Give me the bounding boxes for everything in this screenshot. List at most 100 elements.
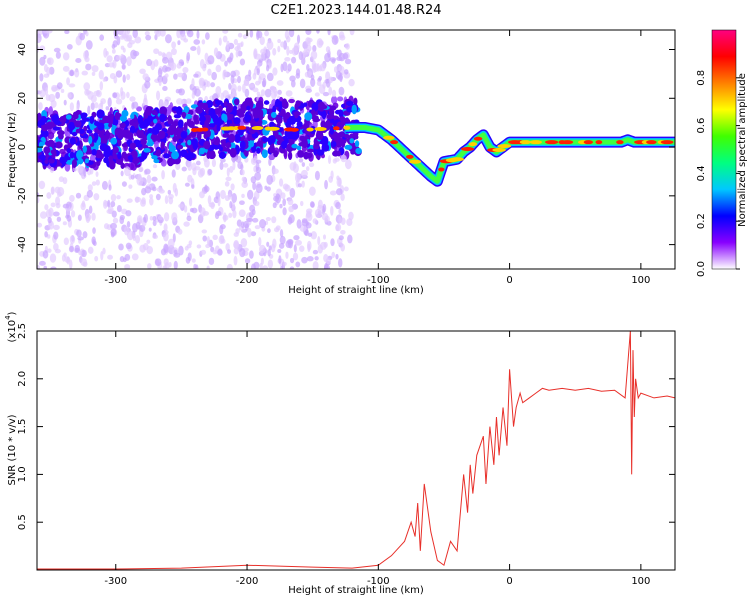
spectrogram-speckle <box>230 183 235 191</box>
spectrogram-speckle <box>120 170 124 177</box>
spectrogram-hotspot <box>314 127 327 132</box>
spectrogram-speckle <box>121 64 126 70</box>
spectrogram-speckle <box>203 114 212 124</box>
spectrogram-speckle <box>321 143 330 152</box>
spectrogram-speckle <box>293 244 297 253</box>
spectrogram-speckle <box>216 124 221 132</box>
spectrogram-speckle <box>255 100 264 110</box>
y-tick-label: 40 <box>17 43 28 56</box>
spectrogram-speckle <box>189 207 194 213</box>
spectrogram-speckle <box>282 207 287 216</box>
spectrogram-speckle <box>214 100 223 105</box>
spectrogram-speckle <box>244 148 249 157</box>
spectrogram-speckle <box>137 114 144 125</box>
snr-frame <box>36 330 676 571</box>
spectrogram-speckle <box>320 104 328 110</box>
spectrogram-hotspot <box>266 126 280 131</box>
spectrogram-speckle <box>305 210 312 218</box>
spectrogram-speckle <box>105 129 110 140</box>
spectrogram-speckle <box>91 71 96 76</box>
spectrogram-speckle <box>97 130 105 136</box>
spectrogram-speckle <box>248 211 254 218</box>
spectrogram-speckle <box>91 181 97 186</box>
spectrogram-speckle <box>167 238 175 248</box>
colorbar: 0.0 0.2 0.4 0.6 0.8 Normalized spectral ampl… <box>696 29 748 277</box>
spectrogram-speckle <box>138 166 144 173</box>
spectrogram-speckle <box>152 234 158 240</box>
spectrogram-speckle <box>150 133 158 142</box>
spectrogram-speckle <box>333 66 338 73</box>
spectrogram-speckle <box>280 147 285 154</box>
spectrogram-speckle <box>169 146 177 152</box>
spectrogram-speckle <box>159 106 168 115</box>
spectrogram-speckle <box>195 264 199 269</box>
spectrogram-speckle <box>291 143 298 149</box>
spectrogram-speckle <box>180 149 188 158</box>
spectrogram-speckle <box>288 98 295 104</box>
spectrogram-hotspot <box>383 135 395 140</box>
spectrogram-speckle <box>93 132 99 142</box>
spectrogram-speckle <box>186 215 192 222</box>
spectrogram-speckle <box>239 248 246 258</box>
spectrogram-speckle <box>183 221 190 227</box>
spectrogram-speckle <box>45 30 53 34</box>
spectrogram-speckle <box>107 114 114 121</box>
spectrogram-speckle <box>218 37 222 46</box>
spectrogram-speckle <box>83 133 89 139</box>
y-tick-label: 0.5 <box>17 514 28 530</box>
spectrogram-speckle <box>131 253 139 261</box>
spectrogram-speckle <box>140 134 147 139</box>
spectrogram-speckle <box>39 45 46 52</box>
spectrogram-hotspot <box>660 140 674 145</box>
snr-plot-area <box>37 331 675 570</box>
spectrogram-speckle <box>265 217 271 222</box>
spectrogram-speckle <box>184 182 190 187</box>
spectrogram-speckle <box>335 201 341 210</box>
spectrogram-speckle <box>100 251 104 261</box>
spectrogram-speckle <box>212 234 218 241</box>
spectrogram-speckle <box>256 147 261 154</box>
spectrogram-speckle <box>199 58 205 69</box>
spectrogram-speckle <box>115 70 123 78</box>
spectrogram-speckle <box>160 248 167 256</box>
spectrogram-speckle <box>195 160 201 166</box>
spectrogram-speckle <box>157 51 163 56</box>
spectrogram-speckle <box>108 155 114 163</box>
spectrogram-speckle <box>193 39 201 45</box>
spectrogram-speckle <box>188 120 195 129</box>
spectrogram-speckle <box>144 31 150 36</box>
spectrogram-speckle <box>347 234 353 244</box>
spectrogram-speckle <box>39 117 46 126</box>
spectrogram-speckle <box>55 141 63 149</box>
spectrogram-speckle <box>259 36 265 46</box>
spectrogram-speckle <box>197 169 204 178</box>
spectrogram-speckle <box>95 179 100 186</box>
spectrogram-speckle <box>186 30 194 38</box>
spectrogram-speckle <box>265 64 270 72</box>
spectrogram-speckle <box>289 257 295 264</box>
spectrogram-speckle <box>314 256 319 261</box>
spectrogram-speckle <box>344 144 353 150</box>
spectrogram-speckle <box>317 235 321 246</box>
spectrogram-speckle <box>206 265 210 269</box>
spectrogram-speckle <box>81 70 89 76</box>
spectrogram-speckle <box>238 108 246 115</box>
spectrogram-speckle <box>253 155 258 161</box>
y-tick-label: 0 <box>17 144 28 150</box>
spectrogram-speckle <box>199 115 206 123</box>
spectrogram-speckle <box>338 86 345 96</box>
spectrogram-speckle <box>132 101 139 109</box>
spectrogram-hotspot <box>251 126 264 131</box>
spectrogram-speckle <box>191 91 195 99</box>
spectrogram-hotspot <box>450 157 465 162</box>
spectrogram-speckle <box>75 192 82 199</box>
spectrogram-speckle <box>207 55 215 65</box>
spectrogram-speckle <box>226 57 233 63</box>
spectrogram-speckle <box>284 57 291 62</box>
spectrogram-speckle <box>120 162 125 170</box>
x-tick-label: 100 <box>631 275 650 286</box>
snr-y-ticks: 0.5 1.0 1.5 2.0 2.5 <box>17 323 675 530</box>
spectrogram-speckle <box>122 257 127 263</box>
spectrogram-speckle <box>286 238 294 245</box>
spectrogram-speckle <box>345 43 350 50</box>
